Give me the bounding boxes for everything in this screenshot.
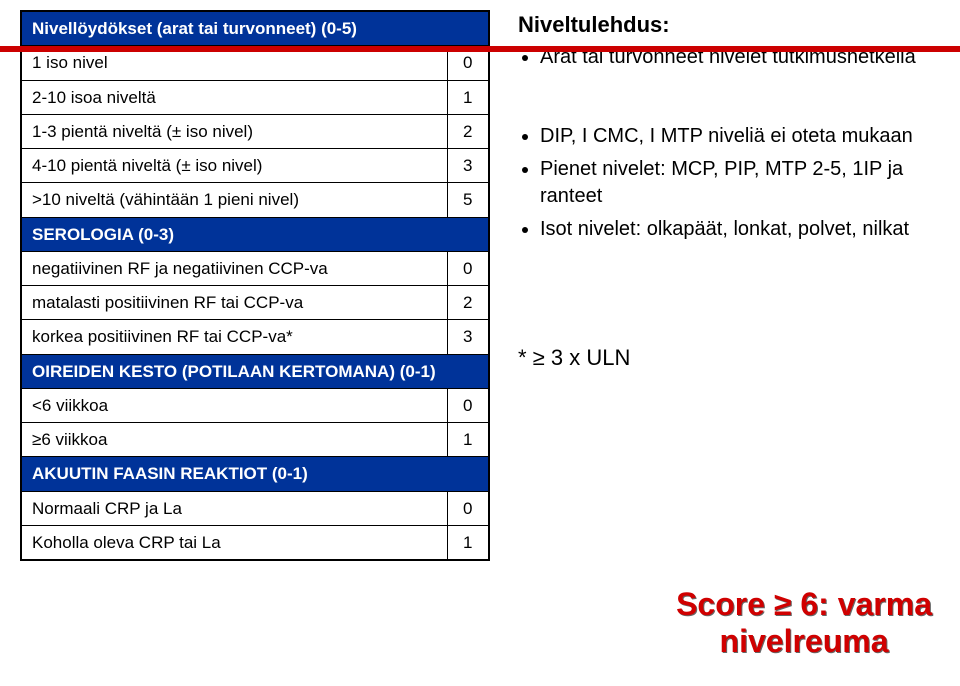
row-value: 0 [447, 491, 489, 525]
table-row: Koholla oleva CRP tai La1 [21, 525, 489, 560]
row-label: 4-10 pientä niveltä (± iso nivel) [21, 149, 447, 183]
section-header-label: AKUUTIN FAASIN REAKTIOT (0-1) [21, 457, 489, 491]
row-value: 0 [447, 251, 489, 285]
score-callout: Score ≥ 6: varma nivelreuma [676, 586, 932, 660]
section-header: AKUUTIN FAASIN REAKTIOT (0-1) [21, 457, 489, 491]
row-label: Koholla oleva CRP tai La [21, 525, 447, 560]
row-label: negatiivinen RF ja negatiivinen CCP-va [21, 251, 447, 285]
table-row: 1-3 pientä niveltä (± iso nivel)2 [21, 114, 489, 148]
row-label: <6 viikkoa [21, 388, 447, 422]
table-row: matalasti positiivinen RF tai CCP-va2 [21, 286, 489, 320]
table-row: ≥6 viikkoa1 [21, 423, 489, 457]
slide-content: Nivellöydökset (arat tai turvonneet) (0-… [0, 0, 960, 561]
notes-heading: Niveltulehdus: [518, 12, 938, 38]
list-item: Pienet nivelet: MCP, PIP, MTP 2-5, 1IP j… [540, 156, 938, 210]
uln-note: * ≥ 3 x ULN [518, 345, 938, 371]
notes-column: Niveltulehdus: Arat tai turvonneet nivel… [518, 10, 938, 561]
section-header-label: SEROLOGIA (0-3) [21, 217, 489, 251]
row-value: 2 [447, 286, 489, 320]
row-label: matalasti positiivinen RF tai CCP-va [21, 286, 447, 320]
list-item: DIP, I CMC, I MTP niveliä ei oteta mukaa… [540, 123, 938, 150]
row-value: 2 [447, 114, 489, 148]
list-item: Isot nivelet: olkapäät, lonkat, polvet, … [540, 216, 938, 243]
table-row: Normaali CRP ja La0 [21, 491, 489, 525]
row-label: korkea positiivinen RF tai CCP-va* [21, 320, 447, 354]
table-row: >10 niveltä (vähintään 1 pieni nivel)5 [21, 183, 489, 217]
row-label: >10 niveltä (vähintään 1 pieni nivel) [21, 183, 447, 217]
spacer [518, 249, 938, 341]
criteria-table-wrap: Nivellöydökset (arat tai turvonneet) (0-… [20, 10, 490, 561]
notes-mid-list: DIP, I CMC, I MTP niveliä ei oteta mukaa… [518, 123, 938, 243]
score-line2: nivelreuma [676, 623, 932, 660]
row-label: Normaali CRP ja La [21, 491, 447, 525]
table-row: <6 viikkoa0 [21, 388, 489, 422]
row-value: 1 [447, 423, 489, 457]
table-row: korkea positiivinen RF tai CCP-va*3 [21, 320, 489, 354]
row-label: 1-3 pientä niveltä (± iso nivel) [21, 114, 447, 148]
row-label: 2-10 isoa niveltä [21, 80, 447, 114]
table-row: 4-10 pientä niveltä (± iso nivel)3 [21, 149, 489, 183]
section-header: OIREIDEN KESTO (POTILAAN KERTOMANA) (0-1… [21, 354, 489, 388]
row-value: 3 [447, 149, 489, 183]
row-value: 1 [447, 80, 489, 114]
criteria-table: Nivellöydökset (arat tai turvonneet) (0-… [20, 10, 490, 561]
row-value: 5 [447, 183, 489, 217]
table-row: negatiivinen RF ja negatiivinen CCP-va0 [21, 251, 489, 285]
row-value: 0 [447, 388, 489, 422]
section-header: SEROLOGIA (0-3) [21, 217, 489, 251]
spacer [518, 77, 938, 123]
table-row: 2-10 isoa niveltä1 [21, 80, 489, 114]
accent-bar [0, 46, 960, 52]
row-value: 3 [447, 320, 489, 354]
section-header: Nivellöydökset (arat tai turvonneet) (0-… [21, 11, 489, 46]
score-line1: Score ≥ 6: varma [676, 586, 932, 623]
row-value: 1 [447, 525, 489, 560]
section-header-label: Nivellöydökset (arat tai turvonneet) (0-… [21, 11, 489, 46]
section-header-label: OIREIDEN KESTO (POTILAAN KERTOMANA) (0-1… [21, 354, 489, 388]
row-label: ≥6 viikkoa [21, 423, 447, 457]
